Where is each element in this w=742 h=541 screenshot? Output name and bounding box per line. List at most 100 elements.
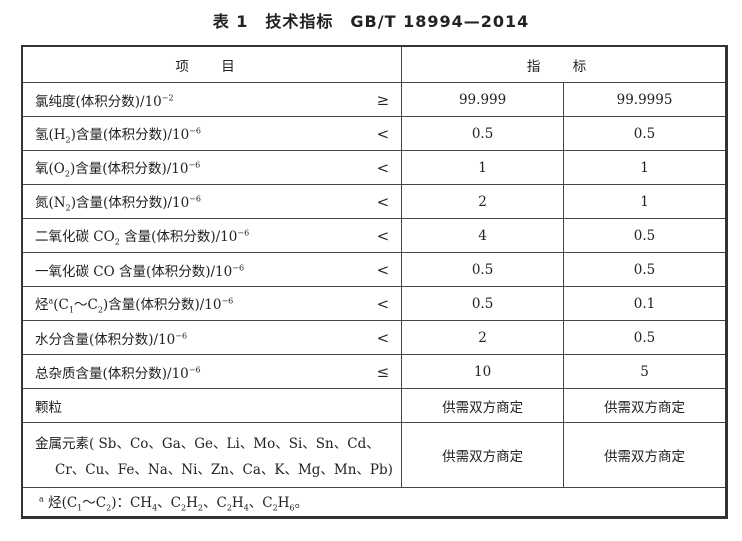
table-row: 氢(H2)含量(体积分数)/10−6 <0.5 0.5: [21, 116, 727, 151]
text-segment: 1: [77, 503, 83, 513]
value-grade1: 1: [401, 150, 565, 185]
value-grade2: 0.5: [563, 252, 727, 287]
text-segment: 2: [106, 503, 112, 513]
text-segment: 氢(H: [35, 126, 66, 143]
table-row: 一氧化碳 CO 含量(体积分数)/10−6 <0.5 0.5: [21, 252, 727, 287]
value-grade1: 4: [401, 218, 565, 253]
text-segment: 4: [243, 503, 249, 513]
value-grade1: 0.5: [401, 286, 565, 321]
text-segment: a: [39, 494, 44, 504]
footnote-row: a 烃(C1～C2)：CH4、C2H2、C2H4、C2H6。: [21, 487, 727, 518]
comparison-operator: ≥: [376, 90, 390, 109]
text-segment: 总杂质含量(体积分数)/10: [35, 365, 189, 382]
item-label: 水分含量(体积分数)/10−6 <: [21, 320, 403, 355]
value-grade1: 0.5: [401, 252, 565, 287]
text-segment: 、C: [248, 495, 273, 512]
text-segment: 烃(C: [43, 495, 78, 512]
metals-line2: Cr、Cu、Fe、Na、Ni、Zn、Ca、K、Mg、Mn、Pb): [55, 462, 393, 478]
table-row: 氯纯度(体积分数)/10−2 ≥99.999 99.9995: [21, 82, 727, 117]
text-segment: 水分含量(体积分数)/10: [35, 331, 176, 348]
text-segment: 、C: [157, 495, 182, 512]
comparison-operator: <: [376, 294, 390, 313]
table-row: 烃a(C1～C2)含量(体积分数)/10−6 <0.5 0.1: [21, 286, 727, 321]
text-segment: −6: [237, 228, 250, 238]
text-segment: ～C: [82, 495, 107, 512]
value-grade2: 0.1: [563, 286, 727, 321]
table-row: 水分含量(体积分数)/10−6 <2 0.5: [21, 320, 727, 355]
text-segment: 一氧化碳 CO 含量(体积分数)/10: [35, 263, 233, 280]
text-segment: 2: [114, 237, 120, 247]
text-segment: 二氧化碳 CO: [35, 228, 115, 245]
item-label: 金属元素( Sb、Co、Ga、Ge、Li、Mo、Si、Sn、Cd、 Cr、Cu、…: [21, 422, 403, 488]
value-grade1: 2: [401, 184, 565, 219]
value-grade1: 99.999: [401, 82, 565, 117]
table-row: 氮(N2)含量(体积分数)/10−6 <2 1: [21, 184, 727, 219]
text-segment: −6: [175, 331, 188, 340]
header-row: 项 目 指 标: [21, 45, 727, 83]
value-grade2: 供需双方商定: [563, 388, 727, 423]
item-label: 氧(O2)含量(体积分数)/10−6 <: [21, 150, 403, 185]
table-row: 总杂质含量(体积分数)/10−6 ≤10 5: [21, 354, 727, 389]
value-grade1: 0.5: [401, 116, 565, 151]
table-row: 颗粒 供需双方商定 供需双方商定: [21, 388, 727, 423]
text-segment: 。: [294, 495, 309, 512]
table-row: 二氧化碳 CO2 含量(体积分数)/10−6 <4 0.5: [21, 218, 727, 253]
value-grade2: 0.5: [563, 116, 727, 151]
text-segment: 颗粒: [35, 399, 62, 416]
text-segment: 2: [226, 503, 232, 513]
text-segment: −6: [188, 160, 201, 170]
text-segment: 2: [97, 305, 103, 315]
comparison-operator: <: [376, 158, 390, 177]
text-segment: ～C: [73, 296, 98, 313]
item-label: 氮(N2)含量(体积分数)/10−6 <: [21, 184, 403, 219]
text-segment: 2: [197, 503, 203, 513]
comparison-operator: <: [376, 260, 390, 279]
value-grade1: 10: [401, 354, 565, 389]
value-grade2: 1: [563, 184, 727, 219]
text-segment: H: [186, 495, 198, 512]
item-label: 颗粒: [21, 388, 403, 423]
table-row-metals: 金属元素( Sb、Co、Ga、Ge、Li、Mo、Si、Sn、Cd、 Cr、Cu、…: [21, 422, 727, 488]
text-segment: −6: [189, 194, 202, 204]
text-segment: H: [231, 495, 244, 512]
text-segment: H: [277, 495, 290, 512]
text-segment: 2: [65, 203, 71, 213]
item-label: 一氧化碳 CO 含量(体积分数)/10−6 <: [21, 252, 403, 287]
comparison-operator: ≤: [376, 362, 390, 381]
value-grade2: 1: [563, 150, 727, 185]
text-segment: )含量(体积分数)/10: [102, 296, 222, 313]
text-segment: )含量(体积分数)/10: [69, 160, 189, 177]
table-row: 氧(O2)含量(体积分数)/10−6 <1 1: [21, 150, 727, 185]
text-segment: 2: [181, 503, 187, 513]
header-spec: 指 标: [401, 45, 727, 83]
value-grade2: 99.9995: [563, 82, 727, 117]
text-segment: )：CH: [111, 495, 153, 512]
text-segment: 6: [289, 503, 295, 513]
header-item: 项 目: [21, 45, 403, 83]
text-segment: 烃: [35, 296, 49, 313]
text-segment: 氮(N: [35, 194, 66, 211]
text-segment: 氯纯度(体积分数)/10: [35, 93, 162, 110]
comparison-operator: <: [376, 192, 390, 211]
comparison-operator: <: [376, 124, 390, 143]
item-label: 氯纯度(体积分数)/10−2 ≥: [21, 82, 403, 117]
text-segment: 4: [152, 503, 158, 513]
text-segment: −2: [161, 93, 174, 102]
text-segment: 2: [64, 169, 70, 179]
item-label: 氢(H2)含量(体积分数)/10−6 <: [21, 116, 403, 151]
value-grade1: 2: [401, 320, 565, 355]
text-segment: )含量(体积分数)/10: [70, 126, 190, 143]
text-segment: 氧(O: [35, 160, 65, 177]
item-label: 烃a(C1～C2)含量(体积分数)/10−6 <: [21, 286, 403, 321]
value-grade2: 5: [563, 354, 727, 389]
value-grade1: 供需双方商定: [401, 422, 565, 488]
text-segment: )含量(体积分数)/10: [70, 194, 190, 211]
footnote: a 烃(C1～C2)：CH4、C2H2、C2H4、C2H6。: [21, 487, 727, 518]
value-grade2: 0.5: [563, 218, 727, 253]
text-segment: a: [48, 296, 54, 306]
text-segment: −6: [221, 296, 234, 306]
table-title: 表 1 技术指标 GB/T 18994—2014: [212, 12, 530, 31]
text-segment: 2: [65, 135, 71, 145]
value-grade2: 供需双方商定: [563, 422, 727, 488]
value-grade2: 0.5: [563, 320, 727, 355]
